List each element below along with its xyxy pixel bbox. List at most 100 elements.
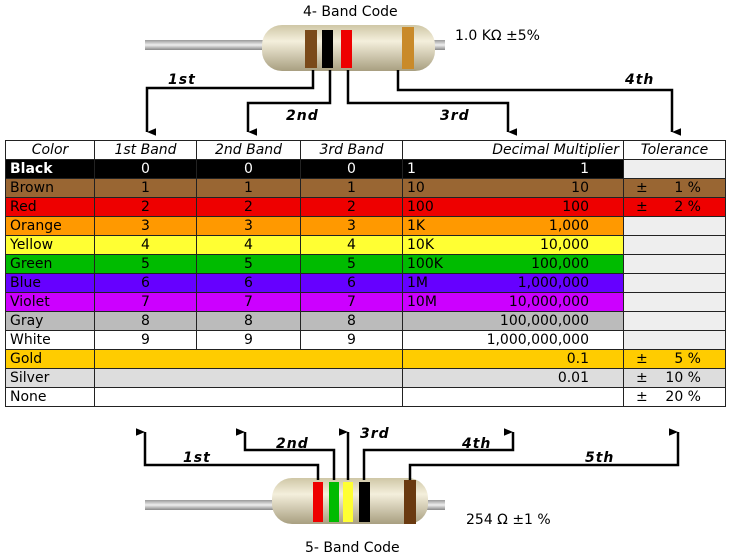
tolerance xyxy=(623,330,726,350)
plus-minus: ± xyxy=(636,370,648,386)
color-name: Gold xyxy=(5,349,95,369)
tolerance-value: 5 % xyxy=(674,351,701,367)
plus-minus: ± xyxy=(636,199,648,215)
bottom-arrow-3rd: 3rd xyxy=(360,426,390,442)
color-name: Red xyxy=(5,197,95,217)
color-name: Silver xyxy=(5,368,95,388)
band-digit: 1 xyxy=(196,178,301,198)
band-digit: 2 xyxy=(300,197,403,217)
multiplier: 1K 1,000 xyxy=(402,216,624,236)
band-digit: 9 xyxy=(196,330,301,350)
multiplier: 1M 1,000,000 xyxy=(402,273,624,293)
bottom-value: 254 Ω ±1 % xyxy=(466,512,551,528)
color-name: Blue xyxy=(5,273,95,293)
tolerance xyxy=(623,254,726,274)
bottom-arrow-4th: 4th xyxy=(462,436,492,452)
header-1: 1st Band xyxy=(94,140,197,160)
color-name: White xyxy=(5,330,95,350)
color-name: Green xyxy=(5,254,95,274)
multiplier: 10K 10,000 xyxy=(402,235,624,255)
multiplier-long: 100,000,000 xyxy=(499,313,589,329)
band-digit: 7 xyxy=(94,292,197,312)
multiplier-long: 0.01 xyxy=(557,370,589,386)
top-value: 1.0 KΩ ±5% xyxy=(455,28,540,44)
color-name: Black xyxy=(5,159,95,179)
band-digit: 1 xyxy=(94,178,197,198)
band-digit: 0 xyxy=(300,159,403,179)
band-digit: 5 xyxy=(196,254,301,274)
band-digit: 4 xyxy=(196,235,301,255)
multiplier: 0.01 xyxy=(402,368,624,388)
table-row: Orange 3 3 3 1K 1,000 xyxy=(5,216,726,236)
header-3: 3rd Band xyxy=(300,140,403,160)
multiplier: 100 100 xyxy=(402,197,624,217)
tolerance-value: 10 % xyxy=(665,370,701,386)
band-digit: 3 xyxy=(196,216,301,236)
bottom-arrow-2nd: 2nd xyxy=(276,436,309,452)
band-digit: 0 xyxy=(196,159,301,179)
multiplier-short: 10M xyxy=(407,294,437,310)
table-row: Brown 1 1 1 10 10 ±1 % xyxy=(5,178,726,198)
band-empty xyxy=(94,349,403,369)
top-arrow-1st: 1st xyxy=(168,72,196,88)
multiplier-long: 100 xyxy=(562,199,589,215)
multiplier-long: 10,000 xyxy=(540,237,589,253)
band-digit: 1 xyxy=(300,178,403,198)
table-row: Violet 7 7 7 10M 10,000,000 xyxy=(5,292,726,312)
multiplier-long: 1,000 xyxy=(548,218,589,234)
multiplier: 100,000,000 xyxy=(402,311,624,331)
tolerance-value: 20 % xyxy=(665,389,701,405)
multiplier-long: 0.1 xyxy=(566,351,589,367)
multiplier-short: 10 xyxy=(407,180,425,196)
tolerance: ±20 % xyxy=(623,387,726,407)
table-row: Gold 0.1 ±5 % xyxy=(5,349,726,369)
bottom-title: 5- Band Code xyxy=(305,540,400,556)
plus-minus: ± xyxy=(636,389,648,405)
multiplier: 100K 100,000 xyxy=(402,254,624,274)
tolerance xyxy=(623,292,726,312)
band-digit: 3 xyxy=(300,216,403,236)
tolerance-value: 1 % xyxy=(674,180,701,196)
tolerance xyxy=(623,159,726,179)
top-arrow-2nd: 2nd xyxy=(286,108,319,124)
top-arrow-4th: 4th xyxy=(625,72,655,88)
table-row: None ±20 % xyxy=(5,387,726,407)
multiplier-short: 100K xyxy=(407,256,443,272)
color-name: Orange xyxy=(5,216,95,236)
band-digit: 6 xyxy=(300,273,403,293)
color-name: None xyxy=(5,387,95,407)
multiplier-short: 10K xyxy=(407,237,434,253)
header-5: Tolerance xyxy=(623,140,726,160)
tolerance: ±1 % xyxy=(623,178,726,198)
band-digit: 4 xyxy=(300,235,403,255)
multiplier xyxy=(402,387,624,407)
multiplier-long: 10,000,000 xyxy=(508,294,589,310)
color-name: Gray xyxy=(5,311,95,331)
color-name: Violet xyxy=(5,292,95,312)
tolerance: ±2 % xyxy=(623,197,726,217)
band-digit: 2 xyxy=(94,197,197,217)
band-digit: 9 xyxy=(94,330,197,350)
tolerance: ±10 % xyxy=(623,368,726,388)
multiplier-long: 10 xyxy=(571,180,589,196)
band-digit: 5 xyxy=(300,254,403,274)
bottom-resistor xyxy=(145,478,445,524)
multiplier: 1,000,000,000 xyxy=(402,330,624,350)
multiplier-short: 100 xyxy=(407,199,434,215)
band-digit: 9 xyxy=(300,330,403,350)
top-resistor xyxy=(145,25,445,71)
tolerance: ±5 % xyxy=(623,349,726,369)
band-digit: 0 xyxy=(94,159,197,179)
top-arrow-3rd: 3rd xyxy=(440,108,470,124)
header-0: Color xyxy=(5,140,95,160)
band-digit: 6 xyxy=(196,273,301,293)
band-digit: 3 xyxy=(94,216,197,236)
band-empty xyxy=(94,387,403,407)
plus-minus: ± xyxy=(636,180,648,196)
arrows xyxy=(145,70,678,480)
tolerance xyxy=(623,273,726,293)
bottom-arrow-5th: 5th xyxy=(585,450,615,466)
multiplier-long: 1,000,000 xyxy=(517,275,589,291)
multiplier: 10 10 xyxy=(402,178,624,198)
